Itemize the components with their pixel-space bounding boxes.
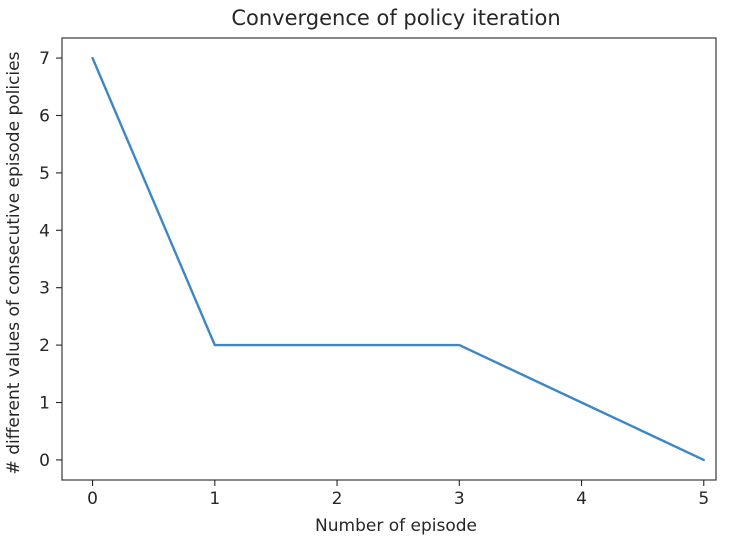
y-tick-label: 4 bbox=[39, 221, 50, 241]
plot-area: 0 1 2 3 4 5 0 1 2 3 4 5 6 7 bbox=[39, 37, 717, 509]
y-tick-label: 3 bbox=[39, 279, 50, 299]
y-tick-label: 0 bbox=[39, 451, 50, 471]
series-line bbox=[91, 56, 705, 462]
y-axis-label: # different values of consecutive episod… bbox=[4, 51, 24, 474]
x-tick-label: 2 bbox=[332, 489, 343, 509]
x-axis-label: Number of episode bbox=[315, 516, 477, 536]
x-tick-label: 4 bbox=[576, 489, 587, 509]
x-tick-label: 5 bbox=[698, 489, 709, 509]
plot-frame bbox=[61, 37, 717, 481]
y-tick-label: 6 bbox=[39, 106, 50, 126]
chart-title: Convergence of policy iteration bbox=[231, 6, 560, 30]
x-tick-label: 3 bbox=[454, 489, 465, 509]
y-tick-label: 2 bbox=[39, 336, 50, 356]
x-tick-label: 0 bbox=[87, 489, 98, 509]
x-tick-label: 1 bbox=[209, 489, 220, 509]
y-tick-label: 1 bbox=[39, 394, 50, 414]
y-tick-label: 7 bbox=[39, 49, 50, 69]
y-tick-label: 5 bbox=[39, 164, 50, 184]
